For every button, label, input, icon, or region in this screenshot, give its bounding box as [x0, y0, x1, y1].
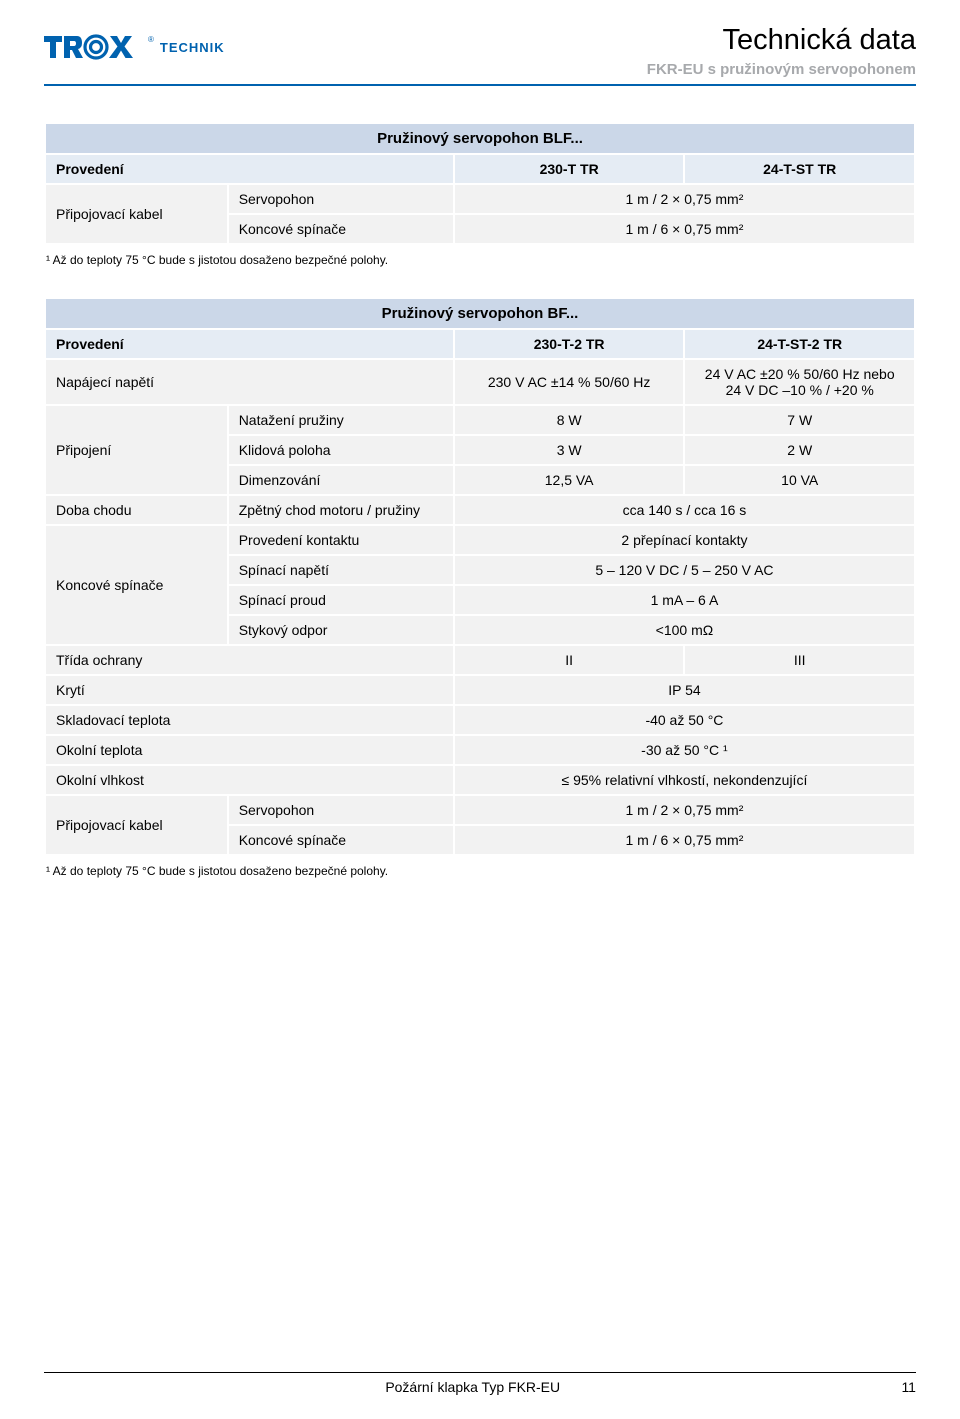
header-row: ® TECHNIK Technická data FKR-EU s pružin…	[44, 24, 916, 78]
cell-label: Připojovací kabel	[45, 795, 228, 855]
cell-sub: Stykový odpor	[228, 615, 454, 645]
cell-label: Skladovací teplota	[45, 705, 454, 735]
table-title: Pružinový servopohon BLF...	[45, 123, 915, 154]
footer-row: Požární klapka Typ FKR-EU 11	[44, 1379, 916, 1395]
cell-label: Třída ochrany	[45, 645, 454, 675]
cell-sub: Zpětný chod motoru / pružiny	[228, 495, 454, 525]
cell-label: Okolní teplota	[45, 735, 454, 765]
cell-sub: Natažení pružiny	[228, 405, 454, 435]
table-row: Koncové spínače Provedení kontaktu 2 pře…	[45, 525, 915, 555]
cell-value: -30 až 50 °C ¹	[454, 735, 915, 765]
cell-value: -40 až 50 °C	[454, 705, 915, 735]
col-model-a: 230-T-2 TR	[454, 329, 685, 359]
table-row: Doba chodu Zpětný chod motoru / pružiny …	[45, 495, 915, 525]
table-blf: Pružinový servopohon BLF... Provedení 23…	[44, 122, 916, 245]
cell-value: 1 m / 2 × 0,75 mm²	[454, 184, 915, 214]
cell-sub: Koncové spínače	[228, 825, 454, 855]
table-head-row: Provedení 230-T-2 TR 24-T-ST-2 TR	[45, 329, 915, 359]
cell-sub: Spínací proud	[228, 585, 454, 615]
cell-sub: Koncové spínače	[228, 214, 454, 244]
cell-label: Okolní vlhkost	[45, 765, 454, 795]
cell-value: 1 m / 2 × 0,75 mm²	[454, 795, 915, 825]
table-title: Pružinový servopohon BF...	[45, 298, 915, 329]
cell-b: 10 VA	[684, 465, 915, 495]
table-head-row: Provedení 230-T TR 24-T-ST TR	[45, 154, 915, 184]
page-title: Technická data	[647, 24, 916, 57]
cell-a: 3 W	[454, 435, 685, 465]
brand-logo: ® TECHNIK	[44, 24, 225, 60]
cell-sub: Klidová poloha	[228, 435, 454, 465]
cell-label: Napájecí napětí	[45, 359, 454, 405]
col-provedeni: Provedení	[45, 154, 454, 184]
cell-value: ≤ 95% relativní vlhkostí, nekondenzující	[454, 765, 915, 795]
cell-label: Koncové spínače	[45, 525, 228, 645]
table-title-row: Pružinový servopohon BF...	[45, 298, 915, 329]
cell-label: Připojovací kabel	[45, 184, 228, 244]
cell-a: 230 V AC ±14 % 50/60 Hz	[454, 359, 685, 405]
header-rule	[44, 84, 916, 86]
cell-sub: Spínací napětí	[228, 555, 454, 585]
cell-b: 24 V AC ±20 % 50/60 Hz nebo 24 V DC –10 …	[684, 359, 915, 405]
page-subtitle: FKR-EU s pružinovým servopohonem	[647, 57, 916, 78]
trox-logo-icon	[44, 34, 144, 60]
table1-footnote: ¹ Až do teploty 75 °C bude s jistotou do…	[44, 253, 916, 267]
cell-sub: Servopohon	[228, 184, 454, 214]
cell-b: 7 W	[684, 405, 915, 435]
page-footer: Požární klapka Typ FKR-EU 11	[44, 1372, 916, 1395]
table-row: Skladovací teplota -40 až 50 °C	[45, 705, 915, 735]
page: ® TECHNIK Technická data FKR-EU s pružin…	[0, 0, 960, 968]
table-row: Okolní teplota -30 až 50 °C ¹	[45, 735, 915, 765]
cell-value: IP 54	[454, 675, 915, 705]
table-row: Třída ochrany II III	[45, 645, 915, 675]
table-row: Připojovací kabel Servopohon 1 m / 2 × 0…	[45, 184, 915, 214]
title-block: Technická data FKR-EU s pružinovým servo…	[647, 24, 916, 78]
cell-value: 1 mA – 6 A	[454, 585, 915, 615]
cell-a: 12,5 VA	[454, 465, 685, 495]
cell-label: Doba chodu	[45, 495, 228, 525]
col-model-b: 24-T-ST TR	[684, 154, 915, 184]
cell-sub: Dimenzování	[228, 465, 454, 495]
table-row: Okolní vlhkost ≤ 95% relativní vlhkostí,…	[45, 765, 915, 795]
cell-value: cca 140 s / cca 16 s	[454, 495, 915, 525]
cell-b: 2 W	[684, 435, 915, 465]
table-row: Připojení Natažení pružiny 8 W 7 W	[45, 405, 915, 435]
cell-label: Krytí	[45, 675, 454, 705]
cell-a: II	[454, 645, 685, 675]
col-provedeni: Provedení	[45, 329, 454, 359]
cell-value: <100 mΩ	[454, 615, 915, 645]
col-model-a: 230-T TR	[454, 154, 685, 184]
footer-rule	[44, 1372, 916, 1373]
col-model-b: 24-T-ST-2 TR	[684, 329, 915, 359]
table2-footnote: ¹ Až do teploty 75 °C bude s jistotou do…	[44, 864, 916, 878]
footer-center: Požární klapka Typ FKR-EU	[385, 1379, 560, 1395]
cell-a: 8 W	[454, 405, 685, 435]
trademark-icon: ®	[148, 35, 154, 44]
cell-value: 1 m / 6 × 0,75 mm²	[454, 214, 915, 244]
cell-b: III	[684, 645, 915, 675]
brand-technik-label: TECHNIK	[158, 40, 225, 55]
cell-sub: Servopohon	[228, 795, 454, 825]
table-bf: Pružinový servopohon BF... Provedení 230…	[44, 297, 916, 856]
table-row: Napájecí napětí 230 V AC ±14 % 50/60 Hz …	[45, 359, 915, 405]
cell-value: 5 – 120 V DC / 5 – 250 V AC	[454, 555, 915, 585]
cell-value: 1 m / 6 × 0,75 mm²	[454, 825, 915, 855]
cell-sub: Provedení kontaktu	[228, 525, 454, 555]
table-title-row: Pružinový servopohon BLF...	[45, 123, 915, 154]
cell-value: 2 přepínací kontakty	[454, 525, 915, 555]
cell-label: Připojení	[45, 405, 228, 495]
table-row: Krytí IP 54	[45, 675, 915, 705]
footer-page-number: 11	[901, 1379, 916, 1395]
table-row: Připojovací kabel Servopohon 1 m / 2 × 0…	[45, 795, 915, 825]
